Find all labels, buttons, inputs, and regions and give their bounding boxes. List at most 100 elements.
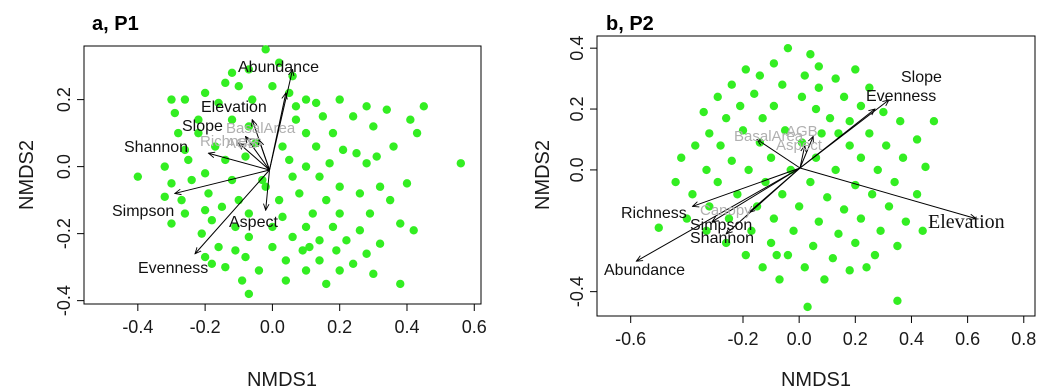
panel-a-point-63 — [160, 192, 169, 201]
panel-a-point-12 — [214, 98, 223, 108]
panel-b-point-100 — [772, 250, 781, 260]
panel-a-point-20 — [170, 108, 180, 118]
panel-a-point-2 — [227, 68, 237, 78]
panel-b-ticks: -0.6 -0.2 0.0 0.2 0.4 0.6 0.8 -0.4 0.0 0.2 0.4 — [567, 36, 1036, 349]
panel-b-point-24 — [758, 113, 767, 123]
panel-a-point-115 — [244, 289, 254, 299]
panel-a-x-tick-label-4: 0.4 — [394, 317, 419, 337]
panel-a-point-54 — [187, 175, 196, 185]
panel-a-point-76 — [278, 212, 287, 222]
panel-b-y-tick-label-2: 0.2 — [567, 97, 587, 122]
panel-b-point-8 — [831, 74, 840, 83]
panel-a-point-110 — [369, 269, 378, 279]
panel-a-point-91 — [288, 232, 297, 242]
panel-a-point-102 — [241, 252, 250, 262]
panel-b-point-23 — [721, 113, 731, 123]
panel-a-point-95 — [214, 242, 223, 252]
panel-b-point-76 — [702, 226, 711, 235]
panel-a-point-46 — [241, 152, 250, 161]
panel-b-point-81 — [721, 238, 731, 248]
panel-a-point-47 — [285, 155, 294, 165]
panel-a-point-41 — [352, 149, 361, 158]
panel-a-point-88 — [409, 226, 418, 235]
panel-a-point-35 — [180, 145, 190, 155]
panel-b-point-27 — [896, 117, 905, 126]
panel-a-point-104 — [315, 256, 324, 265]
panel-a-title: a, P1 — [92, 13, 139, 35]
panel-b-x-axis-title: NMDS1 — [781, 369, 851, 391]
panel-b-vector-canopy — [749, 167, 801, 213]
panel-b-y-tick-label-3: 0.4 — [567, 36, 587, 61]
panel-b-point-10 — [778, 80, 787, 89]
panel-b-point-2 — [769, 59, 779, 68]
panel-b-point-88 — [828, 253, 838, 263]
panel-a-point-92 — [315, 236, 324, 245]
panel-b-point-77 — [747, 226, 756, 235]
panel-b-point-96 — [893, 296, 902, 305]
panel-b-point-85 — [893, 241, 902, 251]
panel-b-point-17 — [735, 101, 745, 111]
panel-b-vector-label-agb: AGB — [786, 123, 818, 140]
panel-a-point-4 — [221, 78, 230, 88]
panel-a-point-118 — [291, 102, 301, 111]
panel-a-point-58 — [288, 172, 297, 181]
panel-a-vector-label-aspect: Aspect — [229, 214, 278, 231]
panel-a-point-103 — [281, 256, 291, 265]
panel-b-vector-label-basalarea: BasalArea — [734, 128, 804, 145]
panel-b-title: b, P2 — [606, 13, 654, 35]
panel-a-vectors — [175, 69, 293, 253]
panel-a-point-8 — [180, 95, 190, 104]
panel-a-point-114 — [396, 279, 405, 289]
panel-b-point-84 — [851, 238, 860, 248]
panel-b-point-44 — [811, 153, 821, 162]
panel-a-point-67 — [274, 195, 284, 205]
panel-b-point-46 — [898, 153, 908, 162]
panel-a-point-3 — [274, 58, 284, 67]
panel-a-point-15 — [335, 95, 344, 104]
panel-b-point-50 — [831, 165, 840, 175]
panel-a-y-tick-label-3: 0.2 — [54, 87, 74, 112]
panel-b-point-25 — [825, 113, 835, 123]
panel-a-point-89 — [197, 229, 206, 238]
panel-a-x-tick-label-3: 0.2 — [327, 317, 352, 337]
panel-a-point-42 — [372, 152, 381, 161]
panel-a-x-tick-label-5: 0.6 — [462, 317, 487, 337]
panel-a-point-83 — [268, 222, 277, 232]
panel-b-point-65 — [705, 202, 714, 211]
panel-a-point-52 — [133, 172, 143, 181]
panel-b-vector-evenness — [799, 109, 875, 169]
panel-b-point-3 — [814, 62, 824, 71]
panel-b-point-63 — [867, 190, 877, 199]
panel-a-point-77 — [308, 209, 317, 218]
panel-a-vector-label-richness: Richness — [200, 133, 262, 150]
panel-a-point-23 — [291, 115, 301, 124]
panel-a-point-11 — [301, 95, 311, 104]
panel-b-point-64 — [912, 190, 922, 199]
panel-b-point-22 — [699, 107, 708, 117]
panel-b-point-83 — [808, 241, 818, 251]
panel-a-point-106 — [221, 262, 230, 272]
panel-a-vector-shannon — [208, 153, 270, 171]
panel-b-vector-label-shannon: Shannon — [690, 230, 754, 247]
panel-a-point-29 — [244, 122, 254, 131]
panel-a-x-tick-label-1: -0.2 — [190, 317, 221, 337]
panel-b-vector-abundance — [636, 167, 801, 261]
panel-a-point-26 — [406, 115, 415, 124]
panel-a-point-17 — [382, 105, 391, 114]
panel-b-point-34 — [912, 135, 922, 144]
panel-a-point-9 — [268, 82, 277, 91]
panel-a-point-69 — [322, 195, 331, 205]
panel-b-point-56 — [806, 177, 815, 187]
panel-a-point-16 — [362, 102, 371, 111]
panel-a-point-80 — [167, 219, 176, 228]
panel-a-point-72 — [180, 209, 190, 218]
panel-b-point-98 — [654, 223, 663, 232]
panel-a-point-62 — [402, 179, 412, 188]
panel-b-vector-labels: BasalArea AGB Canopy Aspect Slope Evenne… — [604, 69, 1005, 279]
panel-b-y-tick-label-0: -0.4 — [567, 276, 587, 307]
panel-a-point-50 — [362, 159, 371, 168]
panel-b-point-95 — [803, 302, 812, 312]
panel-a-point-56 — [227, 175, 237, 185]
panel-a-point-84 — [301, 222, 311, 232]
